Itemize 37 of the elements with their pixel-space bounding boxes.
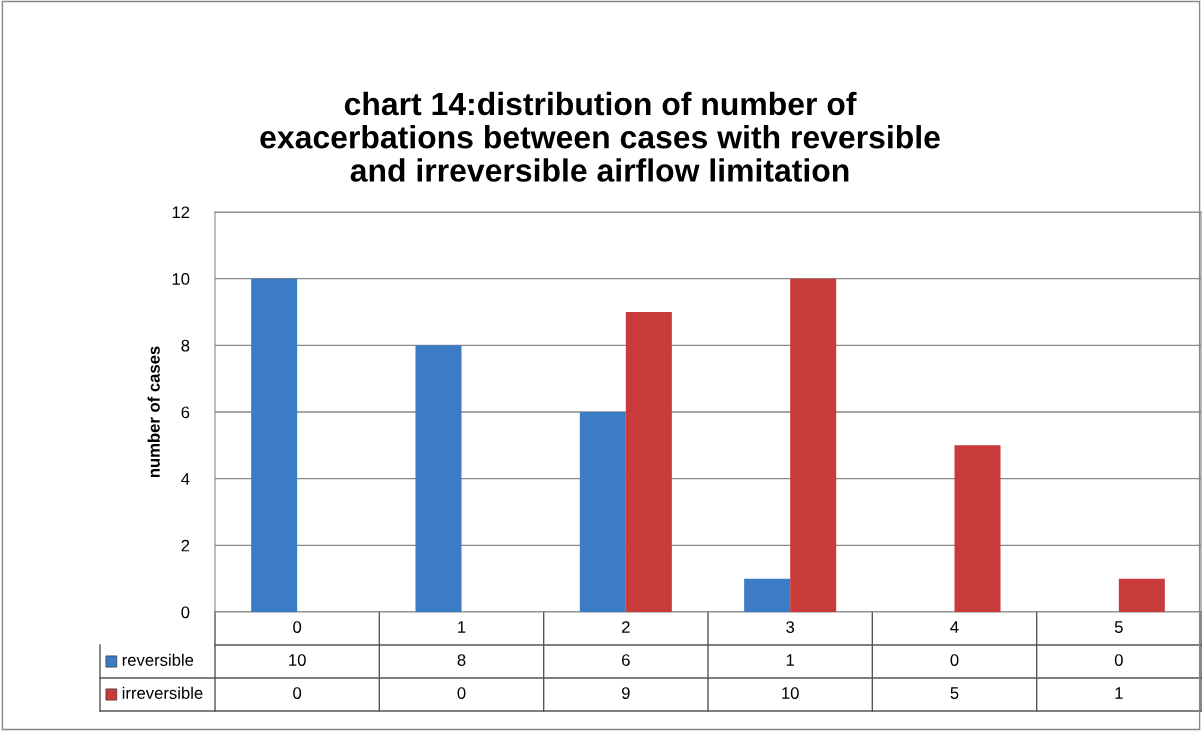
data-label: 0 bbox=[457, 687, 466, 699]
y-tick-label: 6 bbox=[181, 406, 190, 419]
bar bbox=[251, 278, 298, 612]
data-label: 10 bbox=[782, 687, 799, 699]
chart-title: chart 14:distribution of number of exacerbations between cases with reversible and irreversible airflow limitation bbox=[260, 91, 940, 182]
x-tick-label: 4 bbox=[950, 621, 959, 633]
x-tick-label: 0 bbox=[293, 621, 302, 633]
data-label: 9 bbox=[621, 687, 630, 699]
y-tick-label: 0 bbox=[181, 606, 190, 619]
y-axis-title: number of cases bbox=[147, 346, 160, 478]
bar bbox=[625, 312, 672, 612]
legend-label: irreversible bbox=[122, 686, 203, 699]
data-label: 6 bbox=[622, 654, 630, 666]
y-tick-label: 10 bbox=[172, 273, 190, 285]
data-label: 1 bbox=[786, 654, 794, 666]
data-label: 0 bbox=[1114, 654, 1123, 666]
y-tick-label: 4 bbox=[181, 473, 190, 485]
y-tick-label: 2 bbox=[181, 539, 190, 552]
bar bbox=[415, 345, 462, 612]
data-label: 5 bbox=[950, 687, 959, 699]
data-label: 8 bbox=[457, 654, 466, 666]
x-tick-label: 3 bbox=[786, 621, 795, 633]
data-label: 0 bbox=[950, 654, 959, 666]
x-tick-label: 2 bbox=[622, 621, 630, 633]
bar bbox=[579, 412, 626, 612]
data-label: 0 bbox=[293, 687, 302, 699]
bar bbox=[1118, 578, 1165, 612]
y-tick-label: 8 bbox=[181, 339, 190, 352]
x-tick-label: 5 bbox=[1114, 621, 1123, 633]
y-tick-label: 12 bbox=[172, 206, 190, 219]
data-label: 10 bbox=[289, 654, 306, 666]
x-tick-label: 1 bbox=[458, 621, 466, 633]
bar bbox=[954, 445, 1001, 612]
data-label: 1 bbox=[1115, 687, 1123, 699]
bar bbox=[790, 278, 837, 612]
legend-label: reversible bbox=[122, 653, 194, 666]
bar bbox=[744, 578, 791, 612]
